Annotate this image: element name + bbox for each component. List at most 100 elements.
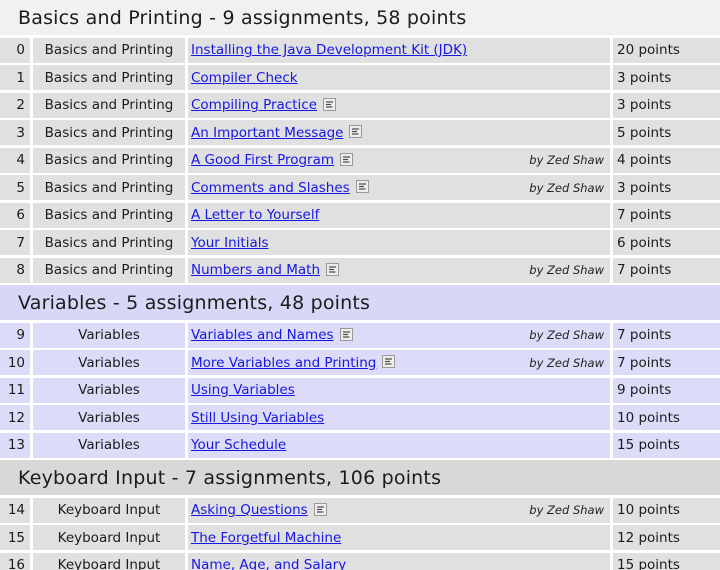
section-rows: 9 Variables Variables and Names by Zed S… — [0, 322, 720, 458]
row-category: Basics and Printing — [44, 207, 174, 223]
assignment-link[interactable]: A Letter to Yourself — [191, 207, 320, 223]
row-points-cell: 20 points — [613, 37, 720, 63]
row-points-cell: 10 points — [613, 497, 720, 523]
assignment-row: 10 Variables More Variables and Printing… — [0, 350, 720, 375]
row-number-cell: 7 — [0, 230, 30, 255]
row-number-cell: 10 — [0, 350, 30, 375]
assignment-link[interactable]: The Forgetful Machine — [191, 529, 342, 546]
note-icon[interactable] — [340, 152, 354, 166]
note-icon[interactable] — [382, 355, 396, 368]
assignment-link[interactable]: Your Schedule — [191, 437, 287, 453]
assignment-section: Keyboard Input - 7 assignments, 106 poin… — [0, 460, 720, 570]
assignment-link[interactable]: Your Initials — [191, 234, 269, 251]
row-points-cell: 7 points — [613, 257, 720, 283]
assignment-row: 12 Variables Still Using Variables 10 po… — [0, 405, 720, 430]
row-number: 15 — [7, 529, 25, 546]
note-icon[interactable] — [313, 502, 327, 516]
assignment-link[interactable]: Compiling Practice — [191, 97, 317, 113]
row-points: 4 points — [617, 152, 672, 168]
author-label: by Zed Shaw — [529, 355, 604, 370]
row-points: 7 points — [617, 354, 672, 371]
author-label: by Zed Shaw — [529, 180, 604, 195]
row-number: 4 — [16, 152, 25, 168]
assignment-cell: A Good First Program by Zed Shaw — [188, 147, 610, 173]
note-icon[interactable] — [323, 97, 336, 111]
assignment-row: 6 Basics and Printing A Letter to Yourse… — [0, 202, 720, 228]
author-label: by Zed Shaw — [529, 153, 604, 167]
assignment-cell: An Important Message — [188, 120, 610, 145]
row-category: Basics and Printing — [44, 179, 174, 196]
author-label: by Zed Shaw — [529, 503, 604, 517]
row-points-cell: 3 points — [613, 92, 720, 118]
assignment-link[interactable]: An Important Message — [191, 124, 344, 141]
author-label: by Zed Shaw — [529, 328, 604, 342]
row-category: Variables — [78, 437, 140, 453]
row-points-cell: 7 points — [613, 202, 720, 228]
row-category-cell: Basics and Printing — [33, 230, 185, 255]
row-points-cell: 12 points — [613, 525, 720, 550]
row-category: Keyboard Input — [57, 502, 161, 518]
row-number: 1 — [16, 69, 25, 86]
row-number-cell: 3 — [0, 120, 30, 145]
assignment-link[interactable]: Still Using Variables — [191, 409, 325, 426]
note-icon[interactable] — [349, 125, 363, 138]
assignment-cell: More Variables and Printing by Zed Shaw — [188, 350, 610, 375]
assignment-link[interactable]: Comments and Slashes — [191, 179, 350, 196]
assignment-cell: Comments and Slashes by Zed Shaw — [188, 175, 610, 200]
assignment-link[interactable]: Numbers and Math — [191, 262, 321, 278]
row-points: 10 points — [617, 409, 680, 426]
assignment-row: 5 Basics and Printing Comments and Slash… — [0, 175, 720, 200]
assignment-link[interactable]: A Good First Program — [191, 152, 335, 168]
assignment-row: 1 Basics and Printing Compiler Check 3 p… — [0, 65, 720, 90]
row-category-cell: Variables — [33, 350, 185, 375]
note-icon[interactable] — [355, 180, 369, 193]
row-category-cell: Variables — [33, 432, 185, 458]
assignment-link[interactable]: More Variables and Printing — [191, 354, 377, 371]
row-number-cell: 5 — [0, 175, 30, 200]
section-rows: 14 Keyboard Input Asking Questions by Ze… — [0, 497, 720, 570]
row-category-cell: Keyboard Input — [33, 552, 185, 570]
assignment-cell: Asking Questions by Zed Shaw — [188, 497, 610, 523]
row-category-cell: Basics and Printing — [33, 65, 185, 90]
row-category: Basics and Printing — [44, 152, 174, 168]
row-category-cell: Basics and Printing — [33, 202, 185, 228]
assignment-section: Variables - 5 assignments, 48 points 9 V… — [0, 285, 720, 458]
row-category-cell: Basics and Printing — [33, 120, 185, 145]
assignment-link[interactable]: Variables and Names — [191, 327, 334, 343]
row-number: 13 — [7, 437, 25, 453]
row-number-cell: 2 — [0, 92, 30, 118]
assignment-row: 9 Variables Variables and Names by Zed S… — [0, 322, 720, 348]
row-category-cell: Keyboard Input — [33, 525, 185, 550]
assignment-link[interactable]: Compiler Check — [191, 69, 298, 86]
assignment-row: 2 Basics and Printing Compiling Practice… — [0, 92, 720, 118]
assignment-link[interactable]: Installing the Java Development Kit (JDK… — [191, 42, 468, 58]
row-points-cell: 15 points — [613, 432, 720, 458]
assignment-link[interactable]: Asking Questions — [191, 502, 308, 518]
row-category: Variables — [78, 327, 140, 343]
row-points: 12 points — [617, 529, 680, 546]
note-icon[interactable] — [326, 262, 340, 276]
row-number: 11 — [7, 382, 25, 398]
row-points: 15 points — [617, 437, 680, 453]
row-category-cell: Basics and Printing — [33, 147, 185, 173]
row-number: 9 — [16, 327, 25, 343]
row-category: Basics and Printing — [44, 234, 174, 251]
row-points: 3 points — [617, 69, 672, 86]
row-number-cell: 9 — [0, 322, 30, 348]
assignment-row: 8 Basics and Printing Numbers and Math b… — [0, 257, 720, 283]
row-number-cell: 13 — [0, 432, 30, 458]
row-points-cell: 3 points — [613, 65, 720, 90]
assignment-row: 0 Basics and Printing Installing the Jav… — [0, 37, 720, 63]
row-category: Variables — [78, 354, 140, 371]
row-number: 8 — [16, 262, 25, 278]
assignment-link[interactable]: Using Variables — [191, 382, 295, 398]
row-category-cell: Basics and Printing — [33, 37, 185, 63]
row-number-cell: 15 — [0, 525, 30, 550]
row-number: 14 — [7, 502, 25, 518]
assignment-row: 14 Keyboard Input Asking Questions by Ze… — [0, 497, 720, 523]
section-title: Variables - 5 assignments, 48 points — [18, 291, 371, 314]
row-number: 10 — [7, 354, 25, 371]
assignment-link[interactable]: Name, Age, and Salary — [191, 557, 347, 570]
note-icon[interactable] — [339, 327, 353, 341]
